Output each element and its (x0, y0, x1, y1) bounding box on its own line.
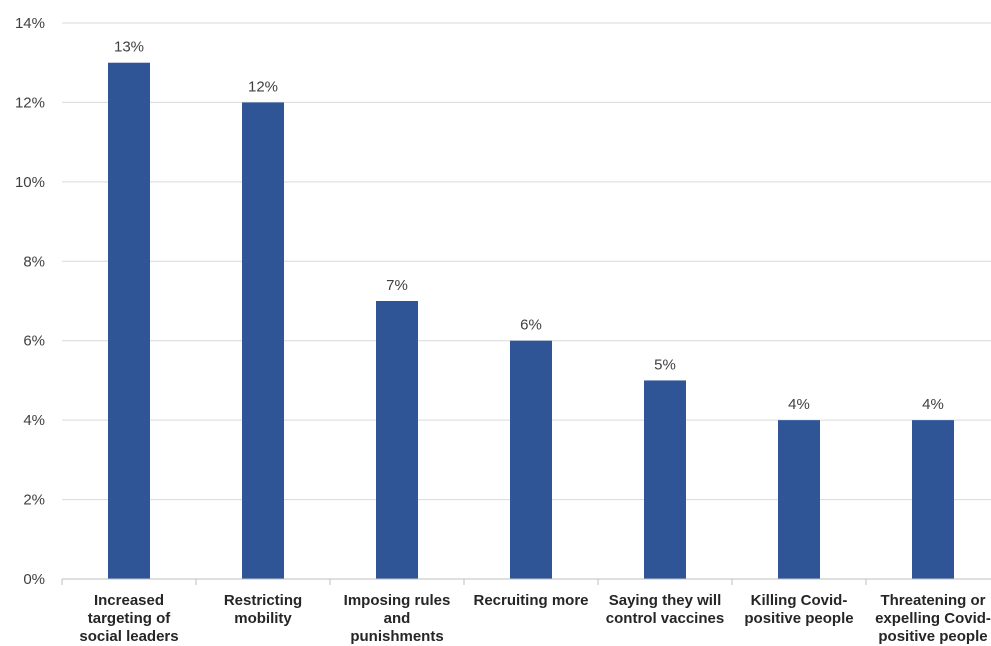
x-tick-label: Saying they will (609, 592, 722, 609)
y-tick-label: 2% (23, 492, 45, 509)
x-tick-label: positive people (744, 610, 853, 627)
y-axis-tick-labels: 0% 2% 4% 6% 8% 10% 12% 14% (15, 15, 45, 588)
x-tick-label: control vaccines (606, 610, 724, 627)
x-tick-label: social leaders (79, 628, 178, 645)
data-labels: 13% 12% 7% 6% 5% 4% 4% (114, 39, 944, 413)
x-tick-label: Recruiting more (473, 592, 588, 609)
y-tick-label: 12% (15, 94, 45, 111)
bar (912, 420, 954, 579)
bar (778, 420, 820, 579)
x-axis (61, 578, 991, 585)
y-tick-label: 8% (23, 253, 45, 270)
x-tick-label: Increased (94, 592, 164, 609)
bars (108, 62, 954, 579)
bar (644, 380, 686, 579)
data-label: 5% (654, 356, 676, 373)
data-label: 12% (248, 78, 278, 95)
bar (510, 340, 552, 579)
data-label: 13% (114, 39, 144, 56)
x-tick-label: Imposing rules (344, 592, 451, 609)
x-tick-label: expelling Covid- (875, 610, 991, 627)
data-label: 7% (386, 277, 408, 294)
y-tick-label: 14% (15, 15, 45, 32)
bar (242, 102, 284, 579)
x-tick-label: targeting of (88, 610, 171, 627)
y-tick-label: 0% (23, 571, 45, 588)
x-tick-label: Killing Covid- (751, 592, 848, 609)
x-tick-label: Restricting (224, 592, 302, 609)
x-tick-label: positive people (878, 628, 987, 645)
data-label: 4% (788, 396, 810, 413)
x-tick-label: Threatening or (880, 592, 985, 609)
x-tick-label: mobility (234, 610, 292, 627)
bar (108, 62, 150, 579)
y-tick-label: 6% (23, 333, 45, 350)
x-tick-label: and (384, 610, 411, 627)
bar (376, 301, 418, 579)
y-tick-label: 4% (23, 412, 45, 429)
y-tick-label: 10% (15, 174, 45, 191)
data-label: 6% (520, 317, 542, 334)
x-tick-label: punishments (350, 628, 443, 645)
data-label: 4% (922, 396, 944, 413)
